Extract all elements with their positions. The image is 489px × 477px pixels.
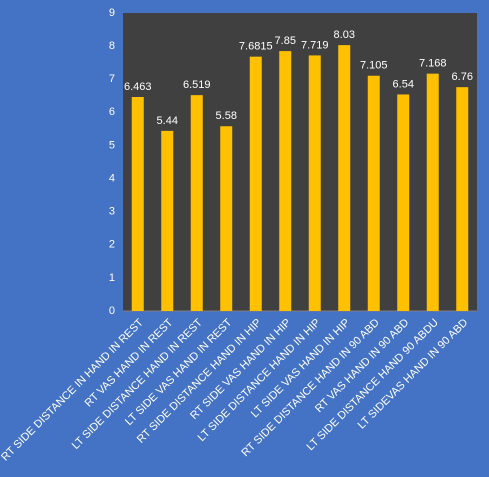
bar [426, 73, 439, 312]
plot-area [123, 13, 477, 311]
bar [131, 97, 144, 311]
bar [220, 126, 233, 312]
y-tick-label: 2 [109, 239, 115, 251]
data-label: 5.58 [216, 110, 237, 122]
y-tick-label: 1 [109, 272, 115, 284]
data-label: 7.719 [301, 39, 329, 51]
data-label: 8.03 [334, 29, 355, 41]
bar [397, 94, 410, 311]
y-tick-label: 5 [109, 139, 115, 151]
bar [338, 45, 351, 312]
data-label: 7.168 [419, 58, 447, 70]
y-tick-label: 7 [109, 73, 115, 85]
bar [161, 130, 174, 311]
bar [308, 55, 321, 312]
bar [367, 75, 380, 312]
bar [190, 95, 203, 311]
data-label: 6.76 [452, 71, 473, 83]
data-label: 7.85 [275, 35, 296, 47]
data-label: 7.105 [360, 60, 388, 72]
bar [279, 51, 292, 311]
y-tick-label: 3 [109, 206, 115, 218]
y-tick-label: 6 [109, 106, 115, 118]
data-label: 6.519 [183, 79, 211, 91]
y-tick-label: 9 [109, 7, 115, 19]
data-label: 6.54 [393, 78, 414, 90]
y-tick-label: 8 [109, 40, 115, 52]
data-label: 5.44 [157, 115, 178, 127]
y-tick-label: 4 [109, 172, 115, 184]
data-label: 7.6815 [239, 41, 273, 53]
data-label: 6.463 [124, 81, 152, 93]
y-tick-label: 0 [109, 305, 115, 317]
bar [456, 87, 469, 312]
bar [249, 56, 262, 312]
